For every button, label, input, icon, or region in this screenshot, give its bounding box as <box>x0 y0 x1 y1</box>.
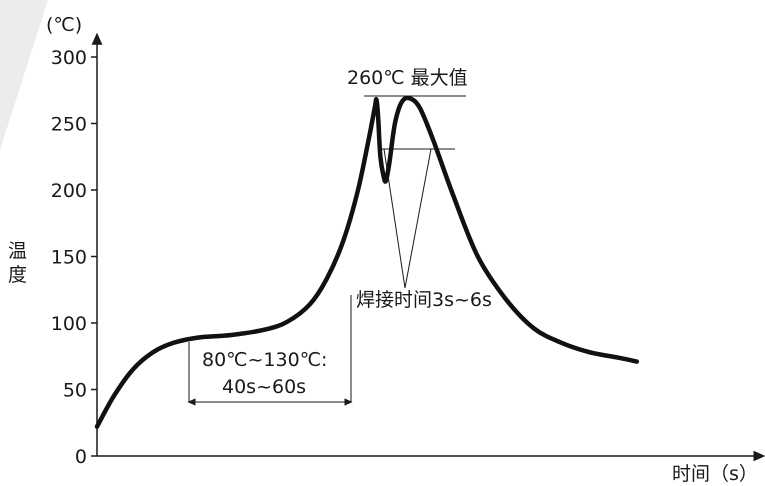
x-axis-label: 时间（s） <box>672 463 758 485</box>
y-tick-label: 50 <box>63 380 87 402</box>
y-tick-label: 0 <box>75 446 87 468</box>
y-ticks: 0 50 100 150 200 250 300 <box>51 47 97 468</box>
y-unit-label: (℃) <box>46 14 82 36</box>
y-axis-label: 温 度 <box>8 240 33 286</box>
y-tick-label: 100 <box>51 313 87 335</box>
y-tick-label: 150 <box>51 247 87 269</box>
corner-decoration <box>0 0 48 150</box>
y-tick-label: 250 <box>51 114 87 136</box>
wetting-pointer-right <box>404 148 432 289</box>
y-tick-label: 300 <box>51 47 87 69</box>
soak-label-line1: 80℃~130℃: <box>202 349 327 371</box>
soak-label-line2: 40s~60s <box>222 376 306 398</box>
y-tick-label: 200 <box>51 180 87 202</box>
wetting-label: 焊接时间3s~6s <box>356 289 492 311</box>
peak-label: 260℃ 最大值 <box>347 67 468 89</box>
reflow-profile-curve <box>94 95 640 429</box>
